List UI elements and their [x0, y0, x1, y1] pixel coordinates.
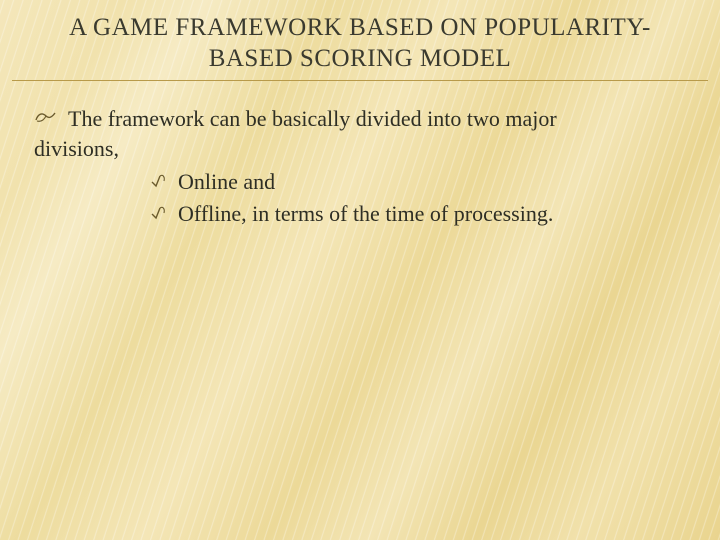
- slide: A GAME FRAMEWORK BASED ON POPULARITY- BA…: [0, 0, 720, 540]
- check-flourish-icon: [150, 204, 168, 222]
- check-flourish-icon: [150, 172, 168, 190]
- title-underline: [12, 80, 708, 81]
- lead-text-a: The framework can be basically divided i…: [68, 106, 557, 131]
- title-line-1: A GAME FRAMEWORK BASED ON POPULARITY-: [69, 14, 651, 41]
- bullet-level2: Online and: [150, 167, 690, 197]
- sub-item-text: Online and: [178, 169, 275, 194]
- flourish-bullet-icon: [34, 108, 58, 128]
- bullet-level2: Offline, in terms of the time of process…: [150, 199, 690, 229]
- title-block: A GAME FRAMEWORK BASED ON POPULARITY- BA…: [0, 12, 720, 75]
- title-line-2: BASED SCORING MODEL: [209, 45, 512, 72]
- body-content: The framework can be basically divided i…: [34, 104, 690, 229]
- slide-title: A GAME FRAMEWORK BASED ON POPULARITY- BA…: [30, 12, 690, 75]
- bullet-level1: The framework can be basically divided i…: [34, 104, 690, 163]
- sublist: Online and Offline, in terms of the time…: [150, 167, 690, 228]
- lead-text-b: divisions,: [34, 134, 690, 164]
- sub-item-text: Offline, in terms of the time of process…: [178, 201, 553, 226]
